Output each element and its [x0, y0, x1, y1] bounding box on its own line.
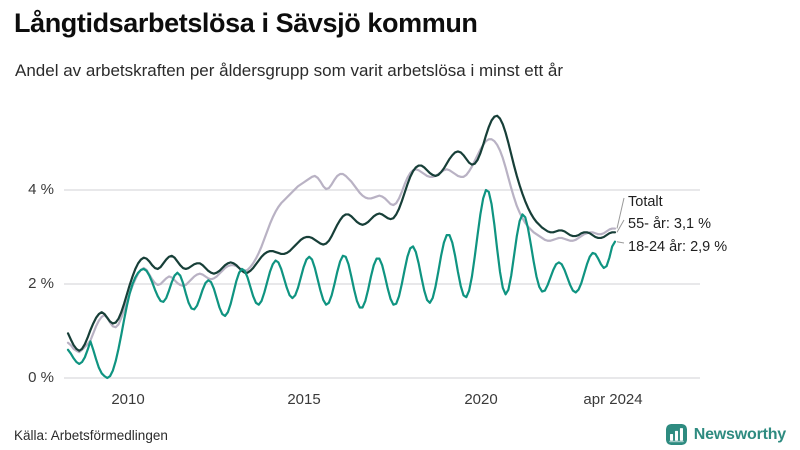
x-axis-tick: apr 2024 — [583, 391, 643, 408]
y-axis-tick: 2 % — [28, 275, 54, 292]
y-axis-tick: 0 % — [28, 369, 54, 386]
bar-chart-icon — [665, 424, 687, 445]
chart-plot-area — [0, 95, 800, 395]
annot-55plus: 55- år: 3,1 % — [628, 216, 712, 232]
line-chart — [64, 114, 700, 380]
x-axis-tick: 2015 — [287, 391, 321, 408]
page-subtitle: Andel av arbetskraften per åldersgrupp s… — [15, 61, 564, 80]
annot-18-24: 18-24 år: 2,9 % — [628, 239, 728, 255]
x-axis-tick: 2020 — [464, 391, 498, 408]
annot-totalt: Totalt — [628, 194, 663, 210]
y-axis-tick: 4 % — [28, 181, 54, 198]
newsworthy-logo: Newsworthy — [665, 424, 786, 445]
x-axis-tick: 2010 — [111, 391, 145, 408]
source-note: Källa: Arbetsförmedlingen — [14, 428, 168, 443]
page-title: Långtidsarbetslösa i Sävsjö kommun — [14, 8, 478, 38]
brand-name: Newsworthy — [693, 426, 786, 443]
